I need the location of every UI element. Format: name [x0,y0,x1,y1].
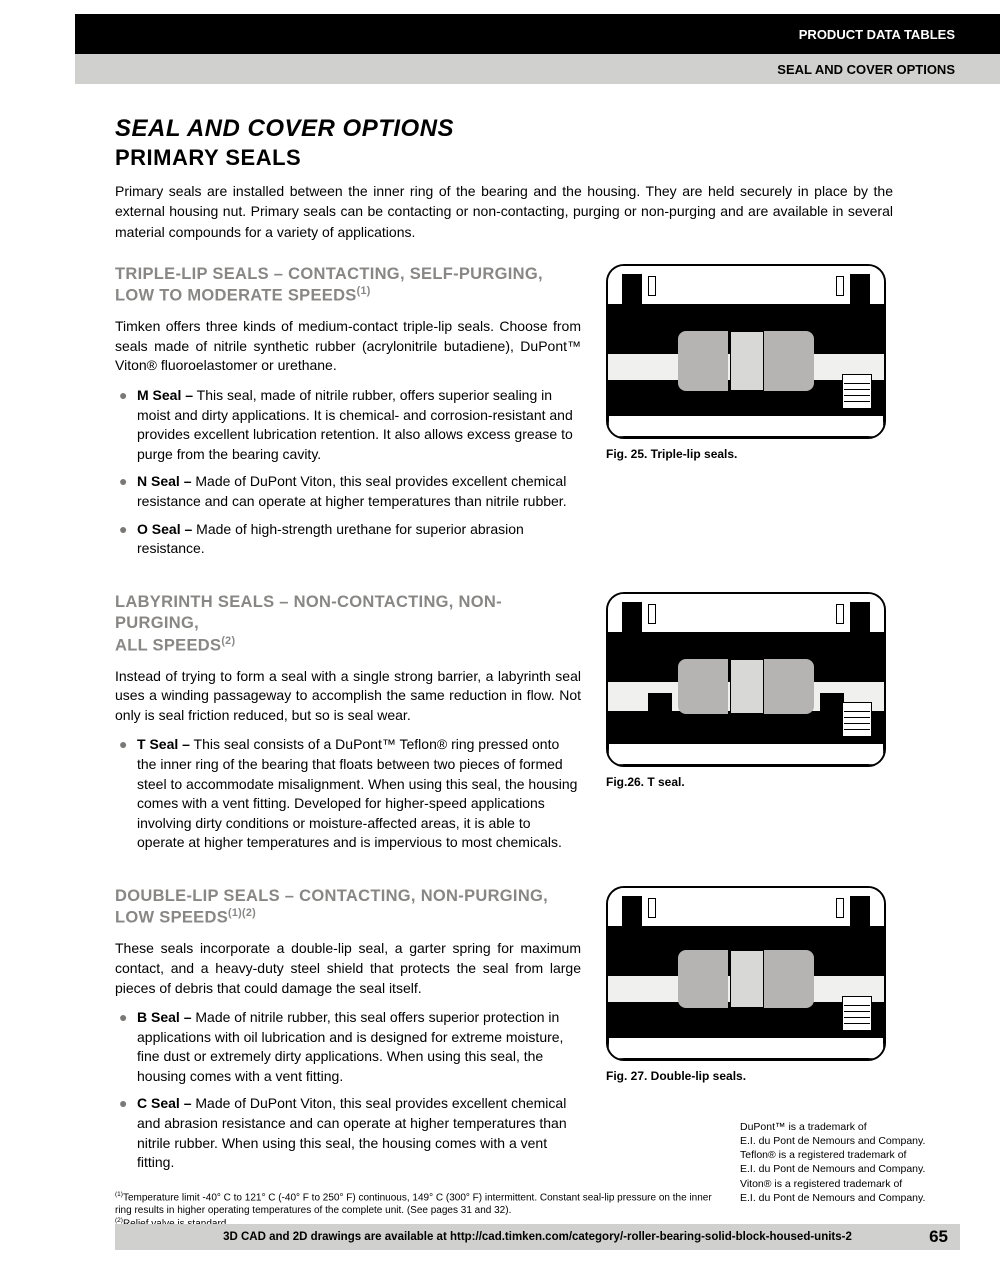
labyrinth-heading-sup: (2) [221,635,235,647]
footer-text: 3D CAD and 2D drawings are available at … [223,1231,852,1243]
triple-heading-sup: (1) [357,285,371,297]
section-double-left: DOUBLE-LIP SEALS – CONTACTING, NON-PURGI… [115,886,581,1181]
main-title: SEAL AND COVER OPTIONS [115,115,960,143]
figure-26-box [606,592,886,767]
n-seal-name: N Seal – [137,473,191,489]
triple-list: M Seal – This seal, made of nitrile rubb… [115,386,581,559]
triple-para: Timken offers three kinds of medium-cont… [115,317,581,376]
triple-heading: TRIPLE-LIP SEALS – CONTACTING, SELF-PURG… [115,264,581,307]
double-heading: DOUBLE-LIP SEALS – CONTACTING, NON-PURGI… [115,886,581,929]
c-seal-item: C Seal – Made of DuPont Viton, this seal… [115,1094,581,1172]
section-triple-left: TRIPLE-LIP SEALS – CONTACTING, SELF-PURG… [115,264,581,567]
t-seal-text: This seal consists of a DuPont™ Teflon® … [137,736,577,850]
double-list: B Seal – Made of nitrile rubber, this se… [115,1008,581,1173]
c-seal-text: Made of DuPont Viton, this seal provides… [137,1095,567,1170]
fn1-text: Temperature limit -40° C to 121° C (-40°… [115,1192,712,1216]
t-seal-item: T Seal – This seal consists of a DuPont™… [115,735,581,853]
page-number: 65 [929,1227,948,1247]
section-triple-lip: TRIPLE-LIP SEALS – CONTACTING, SELF-PURG… [115,264,960,567]
section-labyrinth: LABYRINTH SEALS – NON-CONTACTING, NON-PU… [115,592,960,861]
footer-bar: 3D CAD and 2D drawings are available at … [115,1224,960,1250]
page-content: SEAL AND COVER OPTIONS PRIMARY SEALS Pri… [115,115,960,1231]
header-black-bar: PRODUCT DATA TABLES [75,14,1000,54]
t-seal-name: T Seal – [137,736,190,752]
header-sub-label: SEAL AND COVER OPTIONS [777,62,955,77]
double-heading-line1: DOUBLE-LIP SEALS – CONTACTING, NON-PURGI… [115,887,548,905]
n-seal-text: Made of DuPont Viton, this seal provides… [137,473,567,509]
double-heading-line2: LOW SPEEDS [115,909,228,927]
labyrinth-para: Instead of trying to form a seal with a … [115,667,581,726]
triple-heading-line2: LOW TO MODERATE SPEEDS [115,287,357,305]
double-heading-sup: (1)(2) [228,907,256,919]
figure-27-box [606,886,886,1061]
m-seal-text: This seal, made of nitrile rubber, offer… [137,387,573,462]
section-triple-right: Fig. 25. Triple-lip seals. [606,264,886,567]
n-seal-item: N Seal – Made of DuPont Viton, this seal… [115,472,581,511]
c-seal-name: C Seal – [137,1095,191,1111]
figure-25-caption: Fig. 25. Triple-lip seals. [606,447,886,461]
fn1-sup: (1) [115,1191,123,1198]
double-para: These seals incorporate a double-lip sea… [115,939,581,998]
b-seal-item: B Seal – Made of nitrile rubber, this se… [115,1008,581,1086]
figure-27-caption: Fig. 27. Double-lip seals. [606,1069,886,1083]
figure-26-caption: Fig.26. T seal. [606,775,886,789]
section-labyrinth-right: Fig.26. T seal. [606,592,886,861]
m-seal-name: M Seal – [137,387,193,403]
triple-heading-line1: TRIPLE-LIP SEALS – CONTACTING, SELF-PURG… [115,265,543,283]
labyrinth-list: T Seal – This seal consists of a DuPont™… [115,735,581,853]
o-seal-text: Made of high-strength urethane for super… [137,521,524,557]
section-labyrinth-left: LABYRINTH SEALS – NON-CONTACTING, NON-PU… [115,592,581,861]
header-top-label: PRODUCT DATA TABLES [799,27,955,42]
sub-title: PRIMARY SEALS [115,145,960,171]
labyrinth-heading-line1: LABYRINTH SEALS – NON-CONTACTING, NON-PU… [115,593,502,632]
o-seal-name: O Seal – [137,521,192,537]
o-seal-item: O Seal – Made of high-strength urethane … [115,520,581,559]
figure-25-box [606,264,886,439]
intro-paragraph: Primary seals are installed between the … [115,181,893,242]
m-seal-item: M Seal – This seal, made of nitrile rubb… [115,386,581,464]
header-gray-bar: SEAL AND COVER OPTIONS [75,54,1000,84]
b-seal-text: Made of nitrile rubber, this seal offers… [137,1009,563,1084]
footnote-1: (1)Temperature limit -40° C to 121° C (-… [115,1191,715,1217]
labyrinth-heading-line2: ALL SPEEDS [115,636,221,654]
labyrinth-heading: LABYRINTH SEALS – NON-CONTACTING, NON-PU… [115,592,581,657]
b-seal-name: B Seal – [137,1009,191,1025]
trademark-note: DuPont™ is a trademark of E.I. du Pont d… [740,1120,960,1205]
